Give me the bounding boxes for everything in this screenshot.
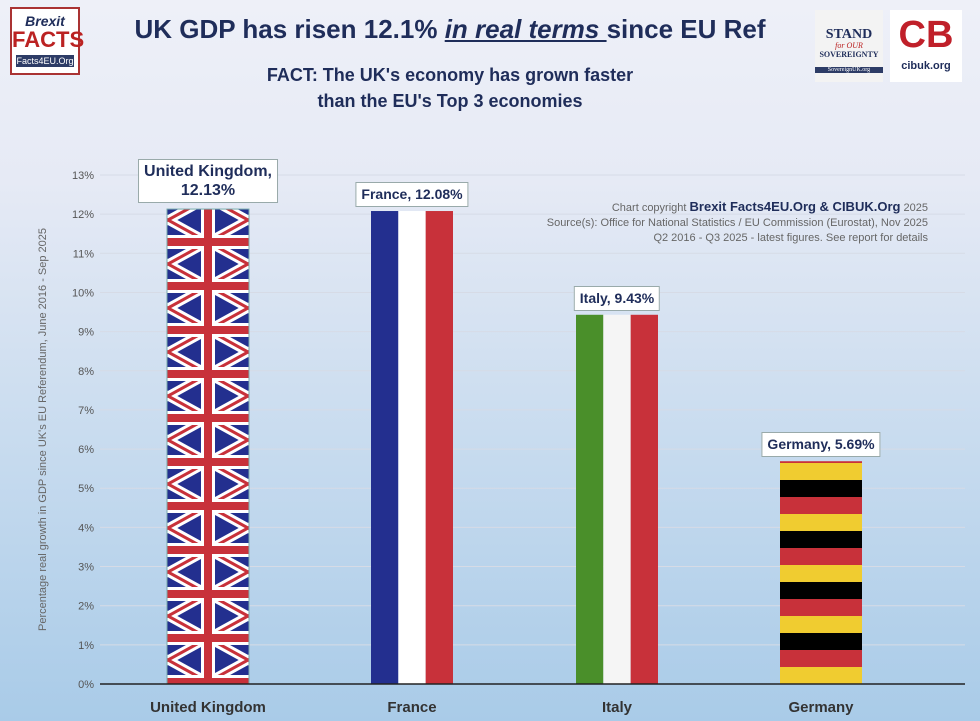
x-tick-label: France	[387, 699, 436, 716]
y-tick-label: 6%	[78, 444, 94, 456]
y-tick-label: 3%	[78, 562, 94, 574]
cibuk-logo: CB cibuk.org	[890, 10, 962, 82]
y-tick-label: 12%	[72, 209, 94, 221]
bar-italy	[576, 314, 658, 684]
y-tick-label: 10%	[72, 287, 94, 299]
y-tick-label: 7%	[78, 405, 94, 417]
logo-text: FACTS	[12, 27, 85, 52]
y-tick-label: 5%	[78, 483, 94, 495]
data-label: United Kingdom, 12.13%	[138, 159, 278, 204]
sovereignty-logo: STAND for OUR SOVEREIGNTY SovereignUK.or…	[815, 10, 883, 82]
bar	[166, 208, 250, 685]
y-tick-label: 8%	[78, 366, 94, 378]
brexit-facts-logo: Brexit FACTS Facts4EU.Org	[10, 7, 85, 75]
bar	[780, 461, 862, 684]
bar-france	[371, 211, 453, 684]
x-tick-label: Italy	[602, 699, 633, 716]
chart-credits: Chart copyright Brexit Facts4EU.Org & CI…	[546, 199, 928, 244]
y-tick-label: 2%	[78, 601, 94, 613]
data-label: Germany, 5.69%	[761, 432, 881, 458]
data-label: Italy, 9.43%	[573, 285, 661, 311]
bar-stripe	[603, 314, 631, 684]
chart-subtitle: FACT: The UK's economy has grown faster t…	[266, 65, 634, 111]
bar-stripe	[630, 314, 658, 684]
bar-stripe	[576, 314, 604, 684]
logo-url: Facts4EU.Org	[16, 55, 74, 67]
logo-text: Brexit	[25, 13, 65, 29]
x-tick-label: United Kingdom	[150, 699, 266, 716]
y-tick-label: 0%	[78, 679, 94, 691]
x-tick-label: Germany	[788, 699, 854, 716]
bar-united-kingdom	[166, 208, 250, 685]
bar-stripe	[425, 211, 453, 684]
y-tick-label: 13%	[72, 170, 94, 182]
y-tick-label: 11%	[73, 248, 94, 260]
y-axis-label: Percentage real growth in GDP since UK's…	[37, 228, 49, 631]
bar-stripe	[398, 211, 426, 684]
y-tick-label: 9%	[78, 327, 94, 339]
chart-title: UK GDP has risen 12.1% in real terms sin…	[134, 14, 766, 44]
bar-stripe	[371, 211, 399, 684]
data-label: France, 12.08%	[355, 182, 469, 208]
y-tick-label: 4%	[78, 522, 94, 534]
y-tick-label: 1%	[78, 640, 94, 652]
bar-germany	[780, 461, 862, 684]
